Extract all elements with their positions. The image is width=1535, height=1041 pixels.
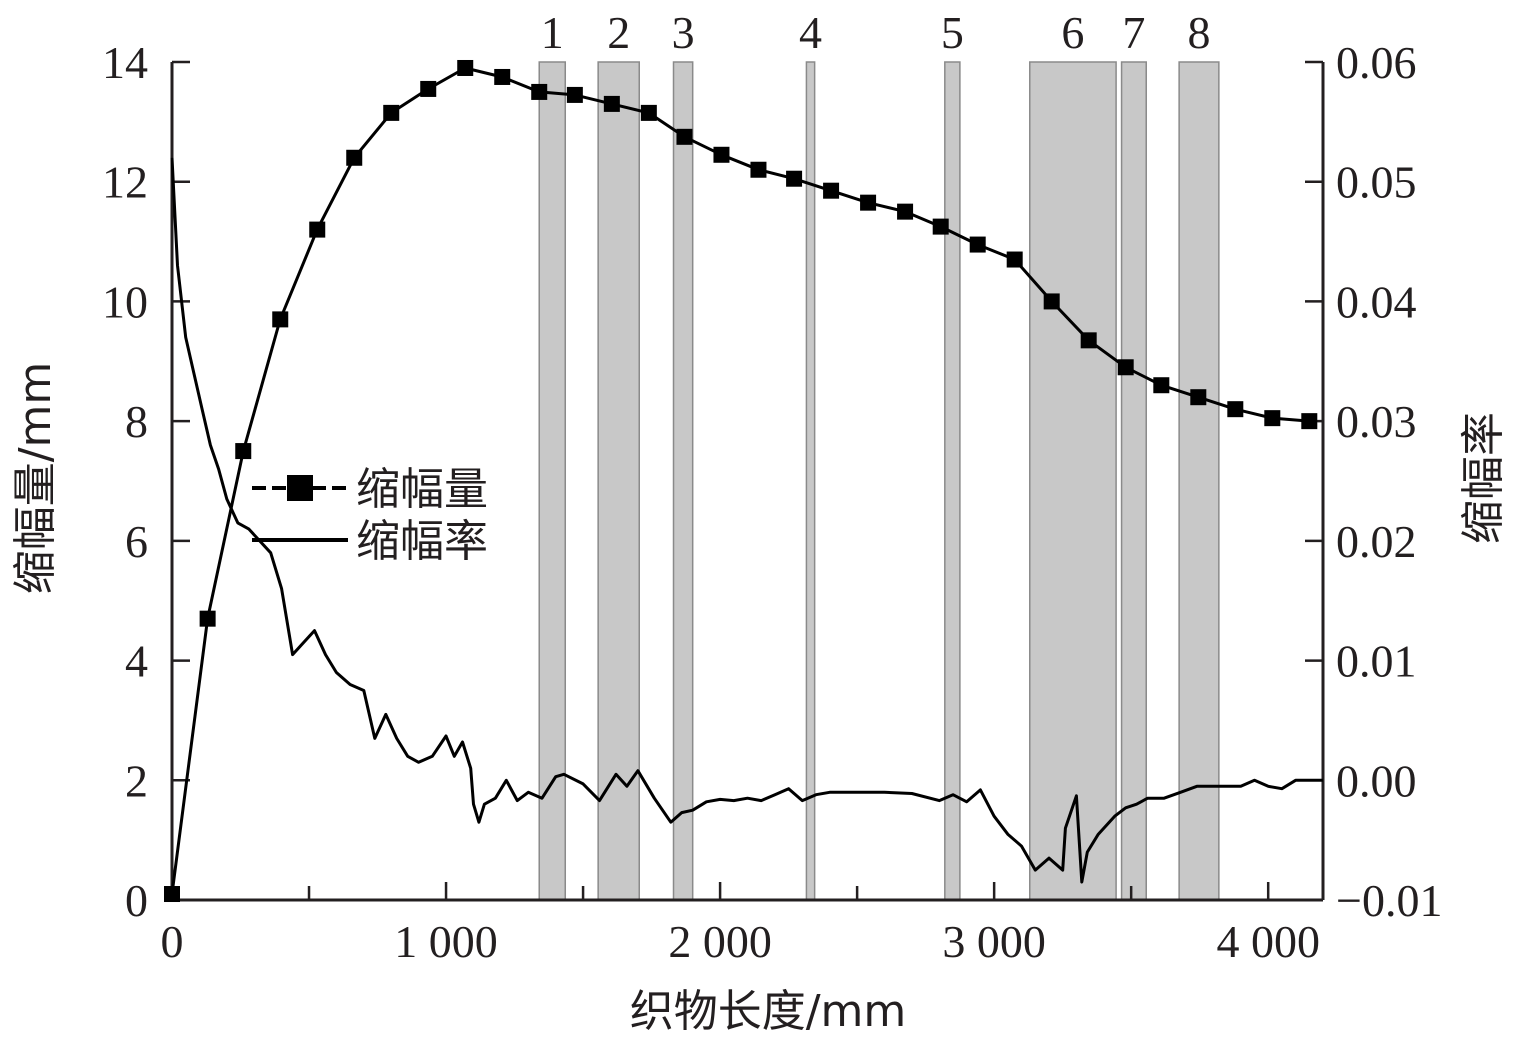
series-0-point-30: [1264, 410, 1281, 427]
y-right-tick-label-1: 0.00: [1336, 755, 1417, 806]
shaded-band-3: [672, 61, 694, 901]
series-0-point-23: [1006, 251, 1023, 268]
y-left-tick-label-2: 4: [125, 636, 148, 687]
y-axis-right-title: 缩幅率: [1458, 412, 1509, 544]
shaded-band-8: [1178, 61, 1220, 901]
series-0-point-13: [640, 104, 657, 121]
series-0-point-16: [750, 161, 767, 178]
series-0-point-9: [494, 68, 511, 85]
series-0-point-11: [566, 86, 583, 103]
series-0-point-27: [1153, 377, 1170, 394]
series-0-point-18: [823, 182, 840, 199]
band-label-2: 2: [607, 7, 630, 58]
series-0-point-7: [420, 80, 437, 97]
y-left-tick-label-5: 10: [102, 276, 148, 327]
legend-label-amount: 缩幅量: [356, 464, 488, 515]
series-0-point-4: [309, 221, 326, 238]
shaded-band-5: [944, 61, 961, 901]
series-0-point-26: [1117, 359, 1134, 376]
legend-label-rate: 缩幅率: [356, 516, 488, 567]
tick-labels: 0 1 000 2 000 3 000 4 000 0 2 4 6 8 10 12 14 −0.01 0.0…: [102, 37, 1442, 967]
series-0-point-25: [1080, 332, 1097, 349]
series-markers: [164, 59, 1318, 903]
x-tick-label-0: 0: [161, 916, 184, 967]
y-left-tick-label-0: 0: [125, 875, 148, 926]
series-0-point-8: [457, 59, 474, 76]
y-right-tick-label-4: 0.03: [1336, 396, 1417, 447]
y-right-tick-label-5: 0.04: [1336, 276, 1417, 327]
series-0-point-22: [969, 236, 986, 253]
series-0-point-2: [235, 443, 252, 460]
series-0-point-1: [199, 610, 216, 627]
band-label-4: 4: [799, 7, 822, 58]
x-tick-label-3: 3 000: [942, 916, 1046, 967]
band-label-1: 1: [541, 7, 564, 58]
x-tick-label-1: 1 000: [394, 916, 498, 967]
band-label-7: 7: [1122, 7, 1145, 58]
band-label-5: 5: [941, 7, 964, 58]
y-right-tick-label-7: 0.06: [1336, 37, 1417, 88]
series-0-point-21: [932, 218, 949, 235]
x-tick-label-4: 4 000: [1216, 916, 1320, 967]
y-left-tick-label-6: 12: [102, 157, 148, 208]
shaded-band-4: [805, 61, 816, 901]
series-lines: [170, 66, 1323, 895]
series-0-point-5: [346, 149, 363, 166]
series-0-point-3: [272, 311, 289, 328]
series-0-point-0: [164, 886, 180, 903]
shaded-band-6: [1029, 61, 1117, 901]
series-0-point-15: [713, 146, 730, 163]
y-right-tick-label-3: 0.02: [1336, 516, 1417, 567]
band-label-3: 3: [672, 7, 695, 58]
series-0-point-6: [383, 104, 400, 121]
y-axis-left-title: 缩幅量/mm: [10, 362, 61, 595]
shaded-band-1: [538, 61, 567, 901]
shaded-band-2: [597, 61, 641, 901]
series-0-point-29: [1227, 401, 1244, 418]
x-tick-label-2: 2 000: [668, 916, 772, 967]
band-label-6: 6: [1061, 7, 1084, 58]
series-0-point-12: [603, 95, 620, 112]
y-right-tick-label-0: −0.01: [1336, 875, 1442, 926]
y-right-tick-label-6: 0.05: [1336, 157, 1417, 208]
y-left-tick-label-4: 8: [125, 396, 148, 447]
series-0-point-24: [1043, 293, 1060, 310]
series-0-point-17: [786, 170, 803, 187]
y-left-tick-label-3: 6: [125, 516, 148, 567]
y-left-tick-label-7: 14: [102, 37, 148, 88]
series-line-1: [170, 157, 1323, 884]
axes: [170, 62, 1325, 902]
shaded-band-7: [1120, 61, 1147, 901]
legend: 缩幅量 缩幅率: [252, 464, 488, 567]
band-label-8: 8: [1187, 7, 1210, 58]
x-axis-title: 织物长度/mm: [630, 986, 907, 1037]
series-0-point-20: [897, 203, 914, 220]
series-0-point-14: [676, 128, 693, 145]
series-0-point-31: [1301, 413, 1318, 430]
series-0-point-10: [531, 83, 548, 100]
series-0-point-19: [860, 194, 877, 211]
legend-marker-amount: [287, 475, 313, 501]
y-left-tick-label-1: 2: [125, 755, 148, 806]
shaded-bands: [538, 61, 1220, 901]
series-0-point-28: [1190, 389, 1207, 406]
tick-marks: [170, 60, 1323, 902]
y-right-tick-label-2: 0.01: [1336, 636, 1417, 687]
